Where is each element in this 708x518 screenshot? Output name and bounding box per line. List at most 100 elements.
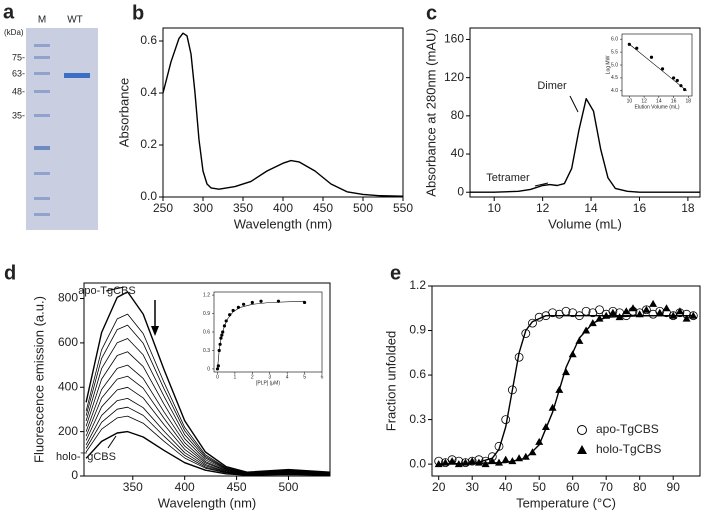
panel-label: d — [4, 262, 16, 284]
x-tick-label: 4 — [286, 374, 289, 380]
x-tick-label: 16 — [671, 98, 677, 104]
legend-marker — [577, 445, 587, 454]
series-line — [217, 300, 305, 369]
x-tick-label: 500 — [278, 480, 298, 494]
plot-frame — [162, 27, 404, 198]
x-tick-label: 450 — [227, 480, 247, 494]
x-tick-label: 70 — [600, 480, 614, 494]
series-line — [438, 315, 694, 465]
x-axis-label: Wavelength (nm) — [158, 495, 257, 510]
annotation-pointer — [569, 95, 579, 113]
y-tick-label: 0.9 — [203, 311, 210, 317]
decorations — [151, 300, 159, 336]
point — [671, 76, 676, 80]
legend-label: holo-TgCBS — [596, 442, 661, 456]
point — [642, 305, 651, 313]
series-line — [85, 364, 331, 475]
y-axis-label: Absorbance — [116, 78, 131, 147]
y-tick-label: 0.3 — [203, 348, 210, 354]
y-tick-label: 4.5 — [611, 75, 618, 81]
x-tick-label: 500 — [353, 201, 373, 215]
series-line — [85, 415, 331, 476]
x-tick-label: 1 — [234, 374, 237, 380]
point — [675, 307, 684, 315]
x-tick-label: 6 — [321, 374, 324, 380]
y-tick-label: 1.2 — [409, 278, 426, 292]
series-line — [85, 430, 331, 476]
x-tick-label: 40 — [499, 480, 513, 494]
point — [548, 308, 557, 318]
series-line — [438, 315, 694, 465]
y-tick-label: 1.2 — [203, 292, 210, 298]
y-tick-label: 0 — [207, 366, 210, 372]
legend-marker — [577, 425, 587, 435]
point — [660, 67, 665, 71]
ladder — [34, 44, 50, 216]
x-tick-label: 400 — [273, 201, 293, 215]
series-line — [162, 32, 404, 197]
x-axis-label: [PLP] (μM) — [256, 380, 280, 386]
chart: 10 12 14 16 18 0 40 80 120 160 Volume (mL) Absorban… — [423, 2, 701, 231]
arrow-head — [151, 326, 159, 336]
annotation-pointer — [534, 182, 549, 187]
inset-chart: 0 1 2 3 4 5 6 0 0.3 0.6 0.9 1.2 [PLP] (μM) — [203, 291, 324, 386]
point — [548, 403, 557, 411]
y-tick-label: 0.0 — [409, 456, 426, 470]
marker-label: 75- — [12, 52, 25, 62]
point — [682, 314, 691, 322]
y-tick-label: 0.0 — [140, 189, 157, 203]
x-tick-label: 10 — [627, 98, 633, 104]
x-tick-label: 300 — [193, 201, 213, 215]
y-tick-label: 800 — [58, 291, 78, 305]
gel — [26, 28, 98, 230]
annotation-pointer — [105, 286, 125, 292]
y-tick-label: 0.2 — [140, 137, 157, 151]
plot-frame — [469, 27, 701, 198]
point — [662, 304, 671, 312]
x-tick-label: 0 — [216, 374, 219, 380]
series-line — [627, 42, 687, 92]
point — [259, 299, 263, 303]
y-axis-label: Log MW — [605, 55, 611, 74]
x-tick-label: 30 — [466, 480, 480, 494]
chart: 20 30 40 50 60 70 80 90 0.0 0.3 0.6 0.9 1.2 Temperatu… — [383, 262, 701, 510]
x-axis-label: Wavelength (nm) — [234, 216, 333, 231]
x-tick-label: 3 — [268, 374, 271, 380]
y-tick-label: 0.6 — [409, 367, 426, 381]
x-tick-label: 10 — [488, 201, 502, 215]
y-axis-label: Absorbance at 280nm (mAU) — [423, 28, 438, 196]
y-tick-label: 200 — [58, 424, 78, 438]
point — [595, 305, 604, 315]
point — [535, 437, 544, 445]
point — [649, 55, 654, 59]
y-tick-label: 0.3 — [409, 412, 426, 426]
y-tick-label: 600 — [58, 335, 78, 349]
x-axis-label: Temperature (°C) — [516, 495, 616, 510]
y-tick-label: 0 — [457, 184, 464, 198]
x-axis-label: Volume (mL) — [548, 216, 622, 231]
marker-label: 63- — [12, 68, 25, 78]
x-tick-label: 250 — [153, 201, 173, 215]
x-tick-label: 400 — [175, 480, 195, 494]
point — [448, 457, 457, 465]
series-line — [85, 291, 331, 473]
y-tick-label: 0.4 — [140, 85, 157, 99]
point — [501, 415, 511, 424]
y-tick-label: 5.5 — [611, 49, 618, 55]
point — [622, 307, 631, 315]
y-tick-label: 0.6 — [140, 33, 157, 47]
point — [649, 299, 658, 307]
x-tick-label: 18 — [686, 98, 692, 104]
panel-label: b — [132, 2, 144, 24]
series-line — [470, 98, 700, 193]
plot-frame — [213, 291, 323, 373]
panel-label: e — [390, 262, 401, 284]
y-tick-label: 0.6 — [203, 329, 210, 335]
x-tick-label: 450 — [313, 201, 333, 215]
annotation-pointer — [107, 435, 117, 449]
point — [216, 364, 220, 368]
gel-panel: a M WT (kDa) 75- 63- 48- 35- — [3, 1, 98, 230]
point — [250, 300, 254, 305]
point — [508, 385, 517, 395]
